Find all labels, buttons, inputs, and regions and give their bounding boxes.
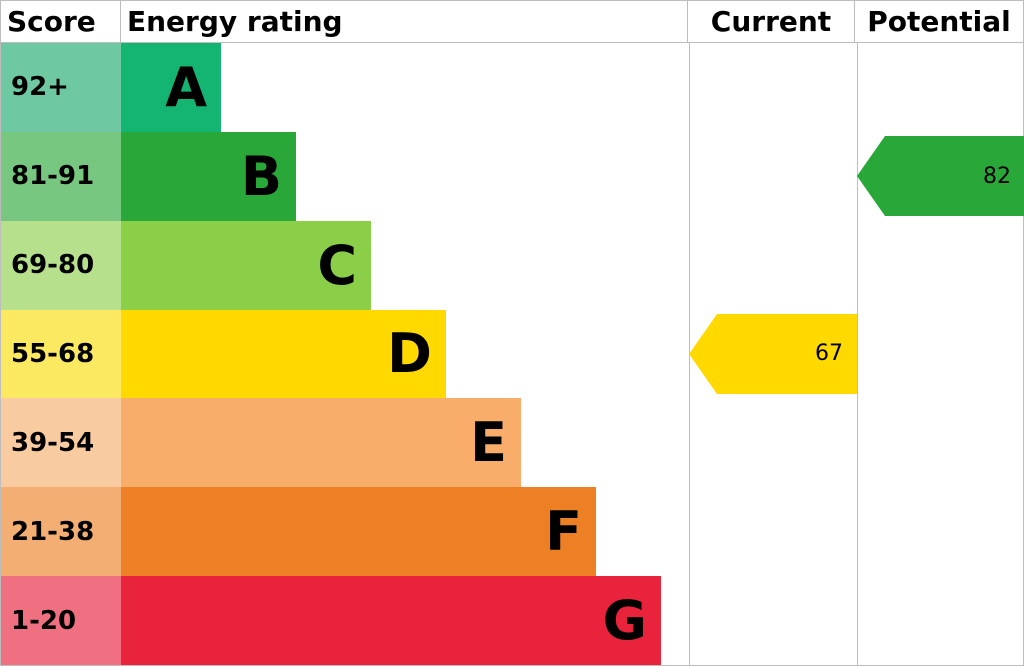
rating-bar-f: F	[121, 487, 596, 576]
band-row-c: 69-80 C	[1, 221, 1023, 310]
rating-bar-e: E	[121, 398, 521, 487]
score-range-c: 69-80	[1, 221, 121, 310]
energy-rating-chart: Score Energy rating Current Potential 92…	[0, 0, 1024, 666]
header-row: Score Energy rating Current Potential	[1, 1, 1023, 43]
rating-bar-a: A	[121, 43, 221, 132]
potential-pointer: 82	[885, 136, 1024, 216]
current-value: 67	[815, 341, 843, 366]
score-range-d: 55-68	[1, 310, 121, 399]
score-range-b: 81-91	[1, 132, 121, 221]
band-row-g: 1-20 G	[1, 576, 1023, 665]
header-rating: Energy rating	[121, 1, 687, 42]
header-potential: Potential	[855, 1, 1023, 42]
score-range-g: 1-20	[1, 576, 121, 665]
rating-bar-g: G	[121, 576, 661, 665]
header-score: Score	[1, 1, 121, 42]
chart-body: 92+ A 81-91 B 69-80 C 55-68 D 39-54 E 21…	[1, 43, 1023, 665]
potential-value: 82	[983, 164, 1011, 189]
score-range-f: 21-38	[1, 487, 121, 576]
rating-bar-d: D	[121, 310, 446, 399]
band-row-e: 39-54 E	[1, 398, 1023, 487]
current-pointer: 67	[717, 314, 857, 394]
header-current: Current	[687, 1, 855, 42]
rating-bar-b: B	[121, 132, 296, 221]
score-range-e: 39-54	[1, 398, 121, 487]
band-row-f: 21-38 F	[1, 487, 1023, 576]
band-row-d: 55-68 D	[1, 310, 1023, 399]
score-range-a: 92+	[1, 43, 121, 132]
rating-bar-c: C	[121, 221, 371, 310]
band-row-a: 92+ A	[1, 43, 1023, 132]
